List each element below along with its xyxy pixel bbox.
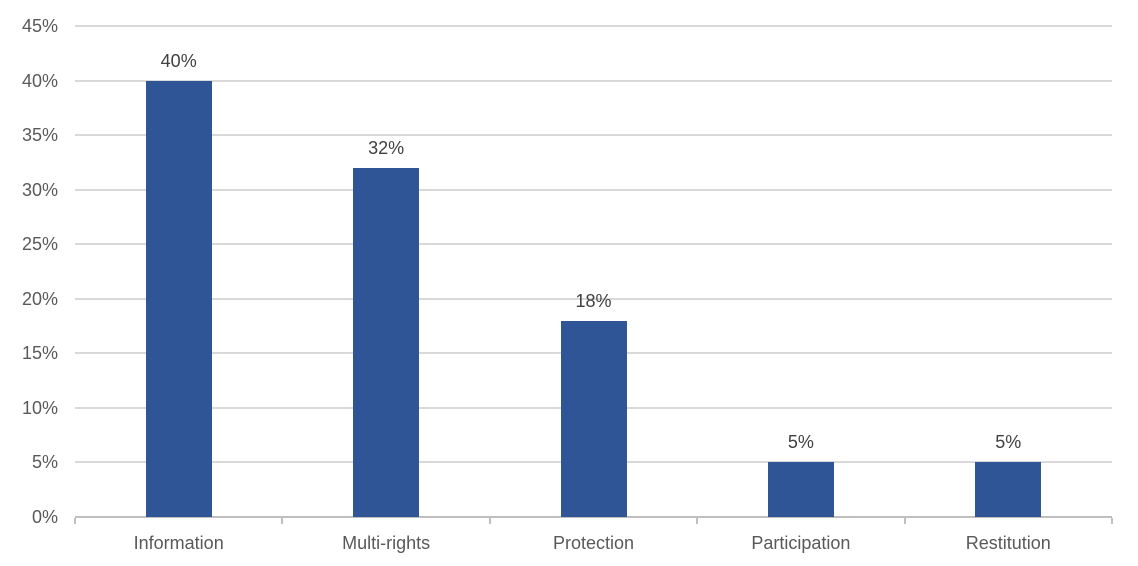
y-tick-label: 45% xyxy=(21,16,58,36)
x-axis-tick xyxy=(1111,518,1113,524)
x-axis-tick xyxy=(74,518,76,524)
bar-data-label: 5% xyxy=(995,432,1022,453)
bar xyxy=(353,167,420,517)
x-category-label: Restitution xyxy=(965,533,1051,553)
x-category-label: Protection xyxy=(552,533,635,553)
y-tick-label: 30% xyxy=(21,179,58,200)
bar xyxy=(560,320,627,517)
bar-data-label: 40% xyxy=(160,50,197,71)
gridline xyxy=(75,188,1112,191)
y-tick-label: 5% xyxy=(31,452,58,473)
gridline xyxy=(75,134,1112,137)
x-axis-tick xyxy=(696,518,699,524)
y-tick-label: 35% xyxy=(21,125,58,146)
bar-data-label: 32% xyxy=(368,137,405,158)
y-tick-label: 10% xyxy=(21,397,58,418)
bar-data-label: 18% xyxy=(575,290,612,311)
bar xyxy=(975,462,1042,517)
y-tick-label: 20% xyxy=(21,288,58,309)
gridline xyxy=(75,243,1112,246)
x-category-label: Multi-rights xyxy=(342,533,431,553)
bar-data-label: 5% xyxy=(787,432,814,453)
y-tick-label: 25% xyxy=(21,234,58,255)
x-axis-tick xyxy=(281,518,284,524)
x-axis-tick xyxy=(488,518,491,524)
y-tick-label: 15% xyxy=(21,343,58,364)
y-tick-label: 40% xyxy=(21,70,58,91)
bar xyxy=(767,462,834,517)
gridline xyxy=(75,25,1112,27)
gridline xyxy=(75,79,1112,82)
x-axis-line xyxy=(75,516,1112,518)
x-axis-tick xyxy=(903,518,906,524)
x-category-label: Participation xyxy=(751,533,851,553)
x-category-label: Information xyxy=(133,533,224,553)
gridline xyxy=(75,297,1112,300)
y-tick-label: 0% xyxy=(31,507,58,527)
bar xyxy=(145,80,212,517)
